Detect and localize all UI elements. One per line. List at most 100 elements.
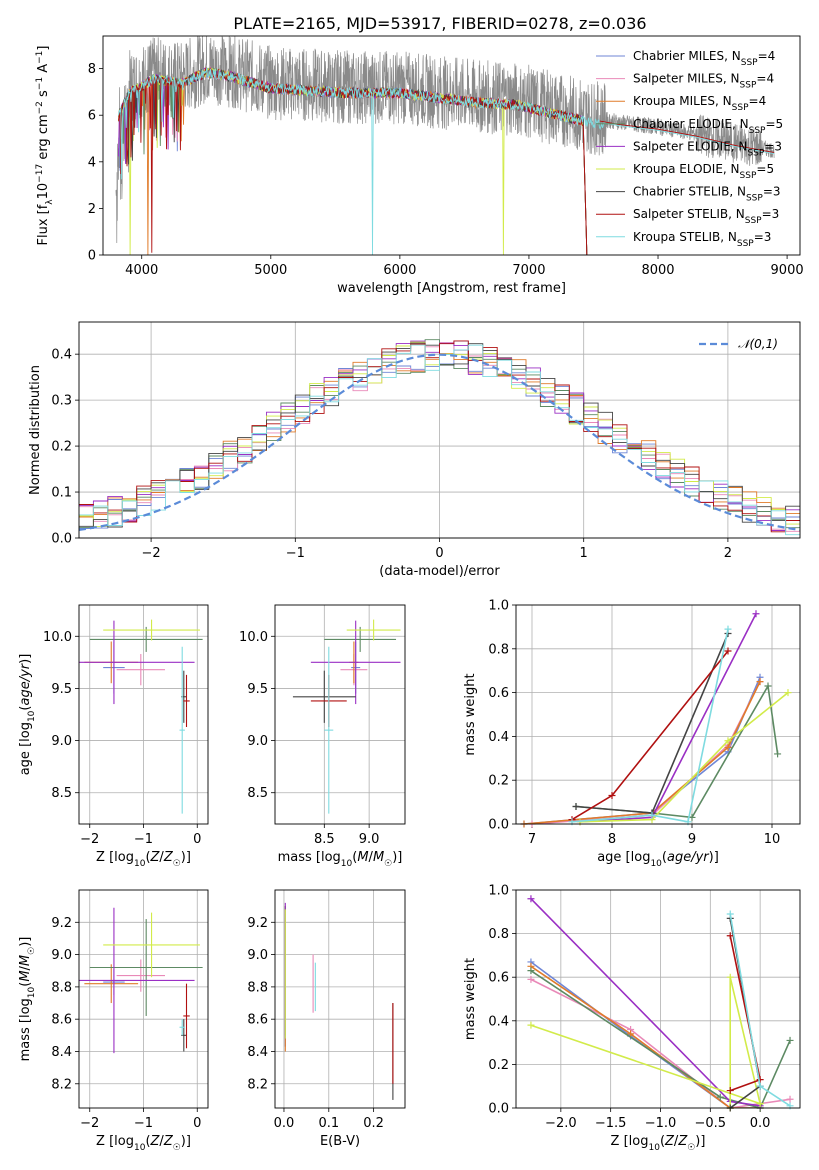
legend-sub: SSP: [747, 148, 764, 158]
label-part: (: [18, 706, 33, 711]
label-part: Z: [664, 1134, 675, 1149]
x-tick-label: 0: [435, 546, 443, 561]
weight-line: [571, 628, 729, 823]
label-part: 10: [650, 859, 662, 869]
legend-name: Salpeter ELODIE, N: [633, 139, 747, 153]
label-part: ☉: [173, 859, 181, 869]
x-tick-label: 7000: [512, 263, 545, 278]
weight-line: [729, 935, 762, 1092]
legend-label: Kroupa ELODIE, NSSP=5: [633, 162, 774, 181]
y-tick-label: 9.5: [247, 682, 268, 697]
y-tick-label: 8.2: [51, 1077, 72, 1092]
weight-line: [530, 898, 761, 1107]
legend-sub: SSP: [737, 239, 754, 249]
legend-n: =3: [754, 230, 772, 244]
y-tick-label: 10.0: [43, 630, 72, 645]
weight-marker: [726, 910, 734, 918]
y-tick-label: 8.6: [247, 1013, 268, 1028]
label-part: −1: [35, 51, 45, 64]
label-part: (data-model)/error: [379, 564, 500, 579]
label-part: Z: [150, 850, 161, 865]
weight-marker: [726, 1087, 734, 1095]
legend-name: Kroupa ELODIE, N: [633, 162, 740, 176]
y-tick-label: 0.0: [488, 1102, 509, 1117]
label-part: E(B-V): [320, 1134, 360, 1149]
label-part: )]: [392, 850, 402, 865]
model-spectrum-red: [599, 120, 775, 153]
x-axis-label: Z [log10(Z/Z☉)]: [611, 1134, 706, 1153]
y-tick-label: 0: [88, 249, 96, 264]
x-axis-label: (data-model)/error: [379, 564, 500, 579]
label-part: ]: [36, 46, 51, 51]
legend-n: =4: [756, 72, 774, 86]
weight-marker: [608, 792, 616, 800]
model-spectrum: [118, 67, 775, 255]
axes-frame: [274, 889, 406, 1109]
label-part: ☉: [173, 1143, 181, 1153]
axes-frame: [78, 604, 209, 825]
legend-label: Salpeter STELIB, NSSP=3: [633, 207, 779, 226]
label-part: age/yr: [667, 850, 710, 865]
label-part: )]: [695, 1134, 705, 1149]
label-part: 10: [341, 859, 353, 869]
weight-marker: [724, 625, 732, 633]
y-tick-label: 9.0: [247, 948, 268, 963]
y-tick-label: 9.2: [51, 916, 72, 931]
weight-marker: [648, 811, 656, 819]
x-tick-label: −1: [134, 1116, 153, 1131]
x-tick-label: −2: [142, 546, 161, 561]
x-tick-label: 0.1: [318, 1116, 339, 1131]
weight-marker: [724, 647, 732, 655]
axes-frame: [78, 321, 801, 539]
label-part: M: [373, 850, 384, 865]
x-tick-label: −1.5: [595, 1116, 627, 1131]
label-part: A: [36, 64, 51, 77]
x-tick-label: 10: [764, 832, 781, 847]
label-part: Normed distribution: [28, 365, 43, 495]
y-tick-label: 8.4: [247, 1045, 268, 1060]
legend-label: 𝒩(0,1): [738, 337, 778, 351]
legend-n: =5: [756, 162, 774, 176]
y-tick-label: 0.6: [488, 686, 509, 701]
y-tick-label: 0.1: [51, 486, 72, 501]
x-tick-label: 0.0: [274, 1116, 295, 1131]
weight-marker: [726, 932, 734, 940]
x-tick-label: 7: [528, 832, 536, 847]
label-part: 10: [648, 1143, 660, 1153]
legend-sub: SSP: [745, 216, 762, 226]
label-part: (: [352, 850, 357, 865]
plot-age_vs_Z: −2 −1 08.59.09.510.0Z [log10(Z/Z☉)]age [lo…: [18, 604, 209, 869]
x-axis-label: Z [log10(Z/Z☉)]: [96, 850, 191, 869]
weight-line: [579, 613, 757, 823]
label-part: /: [18, 965, 33, 970]
label-part: mass [log: [18, 998, 33, 1061]
y-tick-label: 0.2: [488, 774, 509, 789]
normal-curve: [79, 353, 800, 531]
label-part: −17: [35, 164, 45, 183]
x-tick-label: −1: [286, 546, 305, 561]
label-part: /: [369, 850, 374, 865]
legend-n: =3: [763, 185, 781, 199]
y-axis-label: Flux [fλ10−17 erg cm−2 s−1 A−1]: [35, 46, 55, 246]
y-tick-label: 9.2: [247, 916, 268, 931]
label-part: /: [159, 1134, 164, 1149]
weight-marker: [716, 1093, 724, 1101]
label-part: mass weight: [463, 958, 478, 1040]
legend-n: =3: [764, 139, 782, 153]
weight-marker: [527, 975, 535, 983]
label-part: Z [log: [611, 1134, 649, 1149]
y-tick-label: 8.5: [247, 786, 268, 801]
label-part: (: [18, 982, 33, 987]
y-tick-label: 8.8: [247, 980, 268, 995]
legend-name: Chabrier MILES, N: [633, 49, 741, 63]
weight-marker: [627, 1030, 635, 1038]
x-tick-label: −0.5: [695, 1116, 727, 1131]
weight-marker: [764, 682, 772, 690]
label-part: )]: [181, 850, 191, 865]
legend-name: Salpeter MILES, N: [633, 72, 740, 86]
weight-marker: [527, 895, 535, 903]
weight-marker: [784, 689, 792, 697]
x-tick-label: 6000: [383, 263, 416, 278]
legend-name: Salpeter STELIB, N: [633, 207, 745, 221]
